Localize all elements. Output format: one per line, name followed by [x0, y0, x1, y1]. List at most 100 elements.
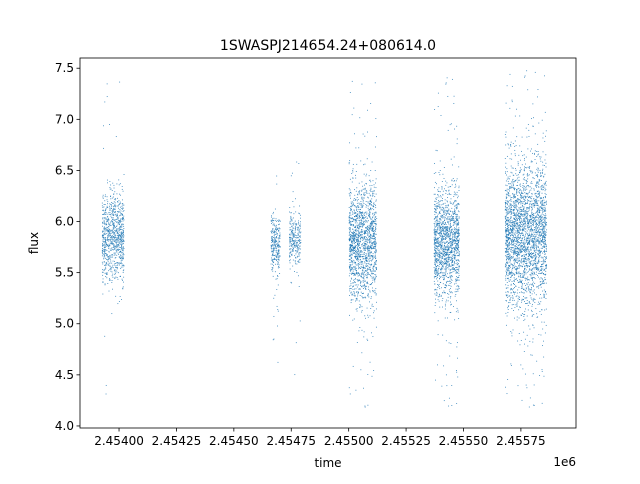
data-point — [351, 260, 353, 262]
data-point — [297, 250, 299, 252]
data-point — [440, 268, 442, 270]
data-point — [504, 158, 506, 159]
data-point — [271, 244, 273, 246]
data-point — [452, 234, 454, 236]
data-point — [434, 205, 436, 207]
data-point — [362, 223, 364, 225]
data-point — [439, 232, 440, 234]
data-point — [366, 238, 368, 240]
data-point — [121, 232, 123, 234]
data-point — [349, 254, 351, 256]
data-point — [354, 273, 355, 275]
data-point — [105, 276, 107, 277]
data-point — [439, 191, 441, 193]
data-point — [363, 197, 365, 199]
data-point — [451, 248, 452, 250]
data-point — [526, 283, 528, 285]
data-point — [458, 166, 460, 168]
data-point — [524, 297, 526, 299]
data-point — [364, 244, 366, 246]
data-point — [351, 114, 353, 116]
data-point — [455, 247, 457, 249]
data-point — [278, 250, 280, 251]
data-point — [374, 291, 376, 293]
data-point — [360, 223, 362, 225]
data-point — [510, 187, 512, 189]
data-point — [115, 273, 116, 275]
data-point — [366, 269, 368, 271]
data-point — [442, 225, 444, 227]
data-point — [108, 245, 110, 247]
data-point — [352, 268, 353, 270]
data-point — [290, 234, 292, 236]
data-point — [531, 284, 533, 286]
data-point — [517, 245, 519, 247]
data-point — [112, 288, 113, 290]
data-point — [119, 251, 121, 253]
data-point — [364, 231, 366, 233]
data-point — [298, 259, 300, 261]
data-point — [526, 251, 528, 253]
data-point — [109, 225, 111, 226]
data-point — [277, 243, 278, 245]
data-point — [103, 234, 105, 236]
data-point — [517, 174, 519, 176]
data-point — [364, 270, 366, 272]
data-point — [104, 254, 105, 256]
data-point — [534, 250, 535, 252]
data-point — [270, 245, 272, 247]
data-point — [514, 240, 516, 242]
data-point — [433, 187, 435, 189]
data-point — [370, 207, 371, 209]
data-point — [356, 234, 358, 235]
data-point — [107, 283, 109, 284]
data-point — [513, 205, 515, 207]
data-point — [448, 257, 450, 259]
data-point — [436, 258, 438, 259]
data-point — [528, 406, 530, 408]
data-point — [441, 385, 443, 387]
data-point — [103, 227, 105, 229]
data-point — [365, 286, 367, 288]
data-point — [352, 170, 354, 172]
data-point — [445, 229, 447, 231]
data-point — [451, 229, 453, 231]
data-point — [359, 259, 361, 261]
data-point — [114, 191, 116, 193]
data-point — [435, 230, 437, 232]
data-point — [443, 238, 445, 240]
data-point — [515, 207, 517, 209]
data-point — [299, 243, 301, 244]
data-point — [439, 288, 441, 290]
data-point — [356, 209, 357, 211]
data-point — [362, 256, 363, 258]
data-point — [436, 277, 438, 279]
data-point — [450, 123, 452, 125]
data-point — [453, 213, 455, 215]
data-point — [115, 262, 116, 264]
data-point — [528, 196, 530, 198]
data-point — [106, 256, 108, 258]
data-point — [369, 290, 371, 292]
data-point — [450, 234, 452, 236]
data-point — [290, 251, 292, 253]
data-point — [117, 234, 119, 236]
data-point — [516, 230, 518, 232]
data-point — [351, 250, 353, 252]
data-point — [369, 274, 371, 276]
data-point — [104, 268, 106, 270]
data-point — [538, 179, 540, 181]
data-point — [112, 276, 114, 278]
data-point — [114, 246, 116, 248]
data-point — [120, 238, 122, 239]
data-point — [111, 238, 113, 240]
data-point — [117, 201, 119, 203]
scatter-points — [101, 70, 548, 408]
data-point — [110, 238, 112, 240]
data-point — [275, 263, 277, 265]
data-point — [456, 252, 458, 254]
data-point — [113, 184, 115, 186]
data-point — [119, 183, 121, 185]
data-point — [112, 237, 114, 239]
data-point — [435, 276, 436, 277]
